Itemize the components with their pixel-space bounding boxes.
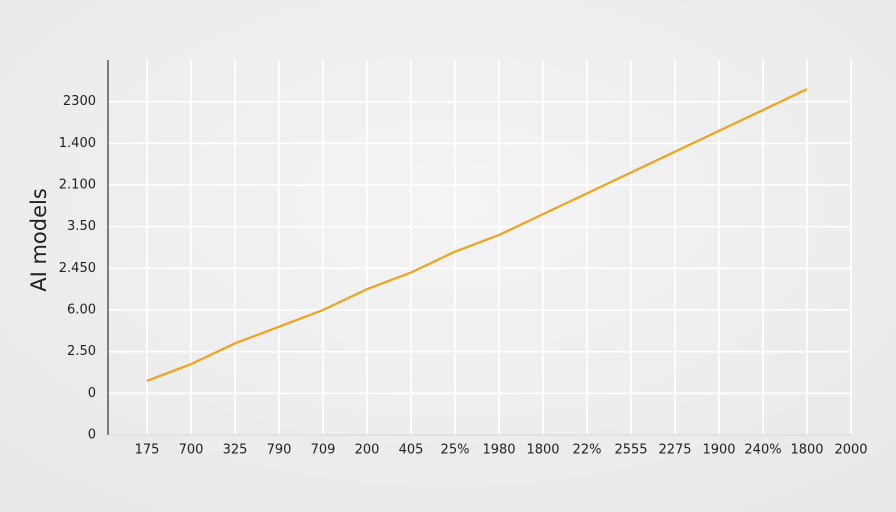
x-tick-label: 1980 [482,443,515,458]
x-tick-label: 1900 [702,443,735,458]
x-tick-label: 175 [135,443,160,458]
y-tick-label: 6.00 [67,303,96,318]
x-tick-label: 325 [223,443,248,458]
x-tick-label: 200 [355,443,380,458]
x-tick-label: 700 [179,443,204,458]
x-tick-label: 790 [267,443,292,458]
x-tick-label: 709 [311,443,336,458]
x-tick-label: 22% [573,443,602,458]
x-tick-label: 1800 [526,443,559,458]
y-tick-label: 2300 [63,94,96,109]
y-tick-label: 2.50 [67,344,96,359]
y-axis-label: AI models [27,188,51,292]
x-tick-label: 25% [441,443,470,458]
x-tick-label: 2275 [658,443,691,458]
x-tick-label: 2000 [834,443,867,458]
x-tick-label: 2555 [614,443,647,458]
data-line [146,88,808,382]
y-tick-label: 2.100 [59,178,96,193]
x-tick-label: 1800 [790,443,823,458]
x-tick-label: 405 [399,443,424,458]
x-tick-label: 240% [744,443,781,458]
y-tick-label: 2.450 [59,261,96,276]
y-tick-label: 3.50 [67,219,96,234]
y-tick-label: 0 [88,428,96,443]
y-tick-label: 0 [88,386,96,401]
y-tick-label: 1.400 [59,136,96,151]
